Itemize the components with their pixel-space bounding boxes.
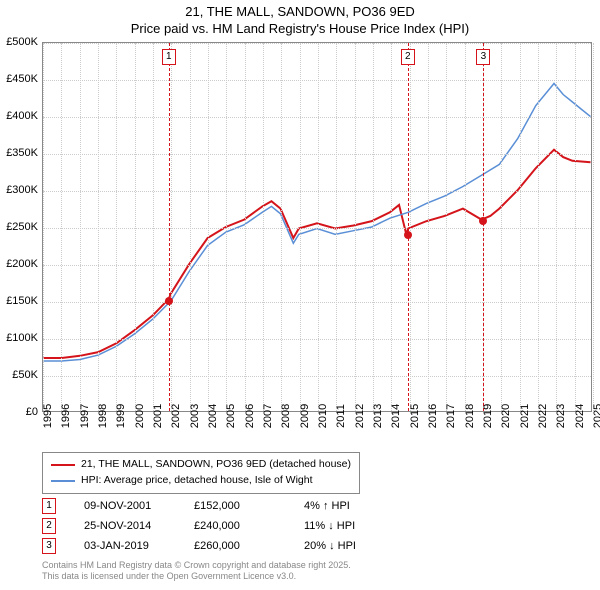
x-axis-label: 1996: [60, 404, 72, 428]
event-marker-box: 1: [162, 49, 176, 65]
event-date: 25-NOV-2014: [84, 520, 194, 532]
events-table: 1 09-NOV-2001£152,0004% ↑ HPI 2 25-NOV-2014…: [42, 496, 414, 556]
x-axis-label: 2005: [225, 404, 237, 428]
y-axis-label: £50K: [12, 369, 38, 381]
legend: 21, THE MALL, SANDOWN, PO36 9ED (detache…: [42, 452, 360, 494]
x-axis-label: 2003: [189, 404, 201, 428]
legend-item-1: 21, THE MALL, SANDOWN, PO36 9ED (detache…: [51, 457, 351, 473]
x-axis-label: 2020: [500, 404, 512, 428]
y-axis-label: £200K: [6, 258, 38, 270]
footer-attribution: Contains HM Land Registry data © Crown c…: [42, 560, 351, 583]
legend-swatch-1: [51, 464, 75, 466]
x-axis-label: 2001: [152, 404, 164, 428]
legend-label-2: HPI: Average price, detached house, Isle…: [81, 473, 313, 489]
legend-label-1: 21, THE MALL, SANDOWN, PO36 9ED (detache…: [81, 457, 351, 473]
x-axis-label: 2002: [170, 404, 182, 428]
event-price: £240,000: [194, 520, 304, 532]
event-line: [408, 43, 409, 411]
event-delta: 11% ↓ HPI: [304, 520, 414, 532]
event-line: [483, 43, 484, 411]
event-badge: 1: [42, 498, 56, 514]
event-delta: 20% ↓ HPI: [304, 540, 414, 552]
x-axis-label: 2010: [317, 404, 329, 428]
event-marker-box: 2: [401, 49, 415, 65]
y-axis-label: £450K: [6, 73, 38, 85]
chart-area: 123 £0£50K£100K£150K£200K£250K£300K£350K…: [42, 42, 592, 412]
x-axis-label: 1995: [42, 404, 54, 428]
event-badge: 2: [42, 518, 56, 534]
event-point-marker: [404, 231, 412, 239]
event-date: 09-NOV-2001: [84, 500, 194, 512]
event-badge: 3: [42, 538, 56, 554]
event-row: 1 09-NOV-2001£152,0004% ↑ HPI: [42, 496, 414, 516]
footer-line-2: This data is licensed under the Open Gov…: [42, 571, 351, 582]
x-axis-label: 2004: [207, 404, 219, 428]
event-point-marker: [479, 217, 487, 225]
event-delta: 4% ↑ HPI: [304, 500, 414, 512]
x-axis-label: 1999: [115, 404, 127, 428]
y-axis-label: £500K: [6, 36, 38, 48]
event-price: £260,000: [194, 540, 304, 552]
legend-swatch-2: [51, 480, 75, 482]
x-axis-label: 2021: [519, 404, 531, 428]
x-axis-label: 2023: [555, 404, 567, 428]
line-series-svg: [43, 43, 591, 411]
x-axis-label: 2018: [464, 404, 476, 428]
event-marker-box: 3: [476, 49, 490, 65]
event-line: [169, 43, 170, 411]
event-point-marker: [165, 297, 173, 305]
x-axis-label: 2009: [299, 404, 311, 428]
x-axis-label: 1997: [79, 404, 91, 428]
event-date: 03-JAN-2019: [84, 540, 194, 552]
y-axis-label: £300K: [6, 184, 38, 196]
series-hpi: [43, 83, 590, 360]
x-axis-label: 2006: [244, 404, 256, 428]
y-axis-label: £150K: [6, 295, 38, 307]
y-axis-label: £400K: [6, 110, 38, 122]
x-axis-label: 1998: [97, 404, 109, 428]
legend-item-2: HPI: Average price, detached house, Isle…: [51, 473, 351, 489]
x-axis-label: 2013: [372, 404, 384, 428]
x-axis-label: 2015: [409, 404, 421, 428]
y-axis-label: £100K: [6, 332, 38, 344]
x-axis-label: 2016: [427, 404, 439, 428]
plot-region: 1 2 3: [42, 42, 592, 412]
y-axis-label: £0: [26, 406, 38, 418]
footer-line-1: Contains HM Land Registry data © Crown c…: [42, 560, 351, 571]
x-axis-label: 2024: [574, 404, 586, 428]
x-axis-label: 2022: [537, 404, 549, 428]
y-axis-label: £250K: [6, 221, 38, 233]
x-axis-label: 2011: [335, 404, 347, 428]
title-line-2: Price paid vs. HM Land Registry's House …: [0, 21, 600, 38]
x-axis-label: 2007: [262, 404, 274, 428]
y-axis-label: £350K: [6, 147, 38, 159]
x-axis-label: 2012: [354, 404, 366, 428]
x-axis-label: 2000: [134, 404, 146, 428]
chart-title-block: 21, THE MALL, SANDOWN, PO36 9ED Price pa…: [0, 0, 600, 38]
x-axis-label: 2025: [592, 404, 600, 428]
x-axis-label: 2019: [482, 404, 494, 428]
event-price: £152,000: [194, 500, 304, 512]
x-axis-label: 2017: [445, 404, 457, 428]
series-price_paid: [43, 150, 590, 358]
x-axis-label: 2014: [390, 404, 402, 428]
title-line-1: 21, THE MALL, SANDOWN, PO36 9ED: [0, 4, 600, 21]
event-row: 3 03-JAN-2019£260,00020% ↓ HPI: [42, 536, 414, 556]
event-row: 2 25-NOV-2014£240,00011% ↓ HPI: [42, 516, 414, 536]
x-axis-label: 2008: [280, 404, 292, 428]
